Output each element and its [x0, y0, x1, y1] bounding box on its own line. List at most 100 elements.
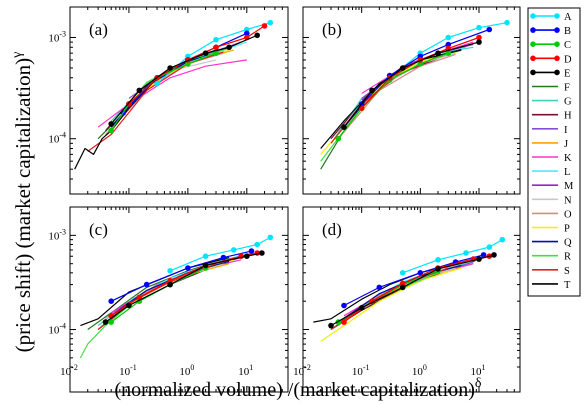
- legend-item-B: B: [530, 26, 571, 37]
- x-axis-label-superscript: δ: [475, 376, 482, 391]
- series-D-point: [358, 105, 365, 111]
- legend-label: F: [564, 83, 570, 94]
- legend-marker: [554, 55, 560, 62]
- legend-label: P: [564, 224, 570, 235]
- panels-layer: 10-410-3 (a) (b)10-410-310-2 10-1 100 101(c)1…: [48, 6, 521, 393]
- legend-marker: [530, 55, 536, 62]
- series-E-line: [105, 252, 263, 323]
- x-tick-label-exp: -1: [130, 363, 137, 372]
- legend-label: K: [564, 153, 572, 164]
- y-tick-label: 10-3: [48, 227, 66, 242]
- series-E-point: [244, 253, 250, 259]
- series-E-point: [435, 266, 441, 272]
- legend-item-N: N: [532, 195, 572, 206]
- legend-item-O: O: [532, 209, 572, 220]
- series-O-line: [337, 53, 456, 140]
- series-C-point: [108, 319, 114, 325]
- series-D-point: [213, 44, 219, 51]
- series-E-line: [110, 34, 258, 125]
- series-A-point: [213, 36, 219, 43]
- y-tick-label-exp: -3: [59, 29, 66, 38]
- y-tick-label-base: 10: [48, 134, 60, 146]
- legend-item-S: S: [532, 266, 570, 277]
- legend-marker: [554, 41, 560, 47]
- legend-label: Q: [564, 238, 572, 249]
- series-S-line: [97, 263, 217, 330]
- series-E-point: [476, 39, 482, 45]
- panel-b: (b): [302, 6, 521, 195]
- series-D-point: [261, 23, 268, 29]
- series-E-point: [491, 252, 497, 258]
- series-A-point: [499, 236, 506, 243]
- series-H-line: [330, 269, 449, 331]
- series-E-point: [136, 87, 143, 94]
- x-tick-label: 100: [412, 363, 427, 378]
- series-A-point: [476, 24, 482, 31]
- series-E-line: [343, 41, 480, 128]
- x-tick-label-base: 10: [352, 366, 364, 378]
- y-axis-label-text: (price shift) (market capitalization): [11, 58, 35, 352]
- legend-label: C: [564, 40, 571, 51]
- y-tick-label: 10-4: [48, 322, 66, 337]
- panel-a: 10-410-3 (a): [48, 6, 289, 195]
- legend-box: [527, 7, 581, 297]
- series-H-line: [97, 264, 217, 330]
- series-T-line: [320, 49, 462, 149]
- legend-label: A: [564, 12, 572, 23]
- y-ticks: [70, 206, 288, 368]
- x-ticks: [302, 207, 521, 392]
- legend-label: E: [564, 68, 570, 79]
- legend-item-A: A: [530, 12, 572, 23]
- panel-label: (d): [322, 220, 342, 239]
- series-Q-line: [343, 48, 462, 128]
- x-tick-label-exp: 0: [190, 363, 194, 372]
- x-tick-label-exp: -2: [71, 363, 78, 372]
- series-R-line: [79, 267, 206, 359]
- legend-label: S: [564, 266, 570, 277]
- series-F-line: [97, 52, 217, 140]
- series-E-point: [369, 87, 375, 94]
- series-D-point: [341, 319, 347, 325]
- series-B-point: [480, 252, 487, 258]
- y-tick-label-exp: -3: [59, 227, 66, 236]
- x-axis-label: (normalized volume) /(market capitalizat…: [114, 376, 481, 401]
- x-ticks: [69, 207, 289, 392]
- x-tick-label-exp: 0: [423, 363, 427, 372]
- legend-item-E: E: [530, 68, 570, 79]
- y-tick-label: 10-3: [48, 29, 66, 44]
- x-ticks: [69, 7, 289, 194]
- series-D-point: [167, 277, 173, 284]
- series-E-line: [330, 254, 495, 327]
- legend-label: H: [564, 111, 572, 122]
- legend-item-J: J: [532, 139, 568, 150]
- legend-item-H: H: [532, 111, 572, 122]
- series-A-point: [445, 34, 452, 41]
- legend-label: B: [564, 26, 571, 37]
- legend-marker: [530, 41, 536, 47]
- panel-c: 10-410-310-2 10-1 100 101(c): [48, 206, 289, 393]
- legend-label: D: [564, 54, 572, 65]
- series-K-line: [97, 59, 247, 128]
- legend-label: R: [564, 252, 571, 263]
- legend-marker: [554, 13, 560, 19]
- legend-item-R: R: [532, 252, 571, 263]
- x-tick-label-exp: 1: [249, 363, 253, 372]
- legend-marker: [554, 69, 560, 76]
- series-A-point: [267, 19, 274, 26]
- y-tick-label-exp: -4: [59, 131, 66, 140]
- series-C-point: [445, 50, 452, 56]
- legend-item-I: I: [532, 125, 568, 136]
- series-E-point: [399, 65, 406, 71]
- legend-marker: [530, 69, 536, 76]
- series-A-point: [463, 250, 469, 256]
- y-tick-label-base: 10: [48, 325, 60, 337]
- series-group: [79, 234, 274, 359]
- series-B-point: [376, 284, 383, 291]
- series-E-point: [167, 65, 173, 71]
- series-E-point: [108, 121, 114, 127]
- series-A-point: [435, 257, 441, 263]
- x-ticks: [302, 7, 521, 194]
- series-A-point: [504, 19, 510, 26]
- series-A-point: [486, 244, 493, 250]
